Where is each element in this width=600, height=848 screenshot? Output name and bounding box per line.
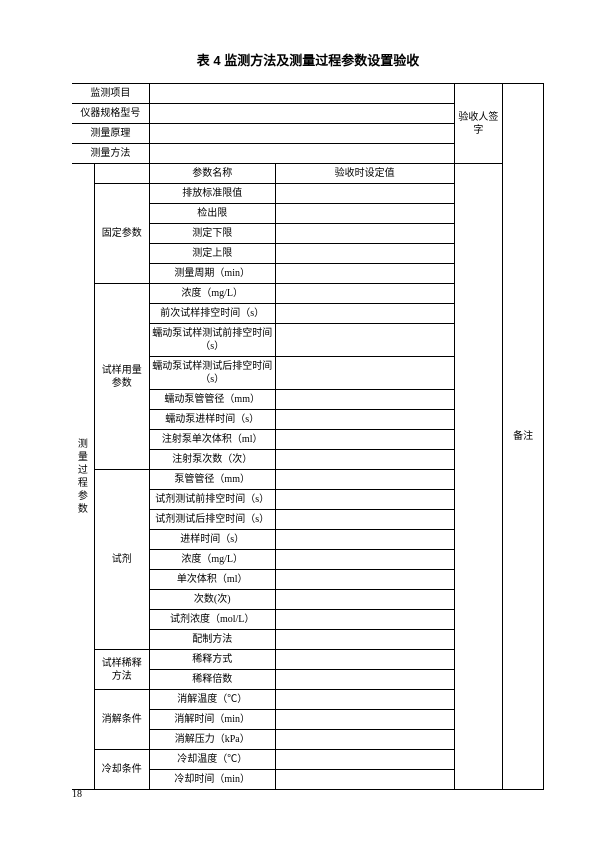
sec-reagent: 试剂 bbox=[94, 470, 149, 650]
sec-cool: 冷却条件 bbox=[94, 750, 149, 790]
sec-sample: 试样用量参数 bbox=[94, 284, 149, 470]
param-value bbox=[275, 750, 454, 770]
hdr-param-value: 验收时设定值 bbox=[275, 164, 454, 184]
sec-fixed: 固定参数 bbox=[94, 184, 149, 284]
param-name: 注射泵次数（次） bbox=[149, 450, 275, 470]
param-name: 蠕动泵管管径（mm） bbox=[149, 390, 275, 410]
param-value bbox=[275, 670, 454, 690]
param-name: 稀释倍数 bbox=[149, 670, 275, 690]
param-name: 测定下限 bbox=[149, 224, 275, 244]
acceptance-table: 监测项目 验收人签字 备注 仪器规格型号 测量原理 测量方法 测量过程参数 参数… bbox=[72, 83, 544, 790]
hdr-acceptor: 验收人签字 bbox=[454, 84, 503, 164]
param-value bbox=[275, 470, 454, 490]
val-principle bbox=[149, 124, 454, 144]
hdr-monitor-item: 监测项目 bbox=[72, 84, 149, 104]
param-value bbox=[275, 570, 454, 590]
param-name: 前次试样排空时间（s） bbox=[149, 304, 275, 324]
param-value bbox=[275, 430, 454, 450]
param-name: 泵管管径（mm） bbox=[149, 470, 275, 490]
param-name: 次数(次) bbox=[149, 590, 275, 610]
param-value bbox=[275, 650, 454, 670]
param-name: 进样时间（s） bbox=[149, 530, 275, 550]
hdr-remark: 备注 bbox=[503, 84, 544, 790]
hdr-principle: 测量原理 bbox=[72, 124, 149, 144]
val-monitor-item bbox=[149, 84, 454, 104]
param-value bbox=[275, 184, 454, 204]
param-value bbox=[275, 530, 454, 550]
param-name: 试剂测试后排空时间（s） bbox=[149, 510, 275, 530]
param-value bbox=[275, 630, 454, 650]
param-value bbox=[275, 304, 454, 324]
param-name: 测量周期（min） bbox=[149, 264, 275, 284]
param-name: 测定上限 bbox=[149, 244, 275, 264]
param-value bbox=[275, 224, 454, 244]
param-value bbox=[275, 324, 454, 357]
param-value bbox=[275, 690, 454, 710]
param-value bbox=[275, 610, 454, 630]
hdr-param-name: 参数名称 bbox=[149, 164, 275, 184]
param-name: 蠕动泵进样时间（s） bbox=[149, 410, 275, 430]
param-value bbox=[275, 730, 454, 750]
param-value bbox=[275, 204, 454, 224]
param-value bbox=[275, 590, 454, 610]
param-value bbox=[275, 490, 454, 510]
param-name: 浓度（mg/L） bbox=[149, 550, 275, 570]
param-value bbox=[275, 410, 454, 430]
group-label: 测量过程参数 bbox=[72, 164, 94, 790]
param-name: 蠕动泵试样测试前排空时间（s） bbox=[149, 324, 275, 357]
param-name: 稀释方式 bbox=[149, 650, 275, 670]
param-name: 注射泵单次体积（ml） bbox=[149, 430, 275, 450]
param-value bbox=[275, 770, 454, 790]
param-name: 配制方法 bbox=[149, 630, 275, 650]
sec-dilute: 试样稀释方法 bbox=[94, 650, 149, 690]
param-value bbox=[275, 390, 454, 410]
table-title: 表 4 监测方法及测量过程参数设置验收 bbox=[72, 50, 544, 69]
hdr-method: 测量方法 bbox=[72, 144, 149, 164]
acceptor-sign-area bbox=[454, 164, 503, 790]
sec-digest: 消解条件 bbox=[94, 690, 149, 750]
param-name: 冷却温度（℃） bbox=[149, 750, 275, 770]
param-value bbox=[275, 244, 454, 264]
param-value bbox=[275, 550, 454, 570]
param-name: 检出限 bbox=[149, 204, 275, 224]
val-method bbox=[149, 144, 454, 164]
param-value bbox=[275, 284, 454, 304]
param-value bbox=[275, 510, 454, 530]
param-name: 蠕动泵试样测试后排空时间（s） bbox=[149, 357, 275, 390]
val-instrument bbox=[149, 104, 454, 124]
param-name: 排放标准限值 bbox=[149, 184, 275, 204]
param-name: 单次体积（ml） bbox=[149, 570, 275, 590]
param-value bbox=[275, 357, 454, 390]
param-name: 消解温度（℃） bbox=[149, 690, 275, 710]
param-name: 试剂浓度（mol/L） bbox=[149, 610, 275, 630]
param-name: 消解压力（kPa） bbox=[149, 730, 275, 750]
hdr-instrument: 仪器规格型号 bbox=[72, 104, 149, 124]
param-value bbox=[275, 710, 454, 730]
param-value bbox=[275, 264, 454, 284]
param-name: 消解时间（min） bbox=[149, 710, 275, 730]
page-number: 18 bbox=[72, 789, 82, 800]
param-name: 冷却时间（min） bbox=[149, 770, 275, 790]
param-name: 浓度（mg/L） bbox=[149, 284, 275, 304]
cell-blank bbox=[94, 164, 149, 184]
param-value bbox=[275, 450, 454, 470]
param-name: 试剂测试前排空时间（s） bbox=[149, 490, 275, 510]
